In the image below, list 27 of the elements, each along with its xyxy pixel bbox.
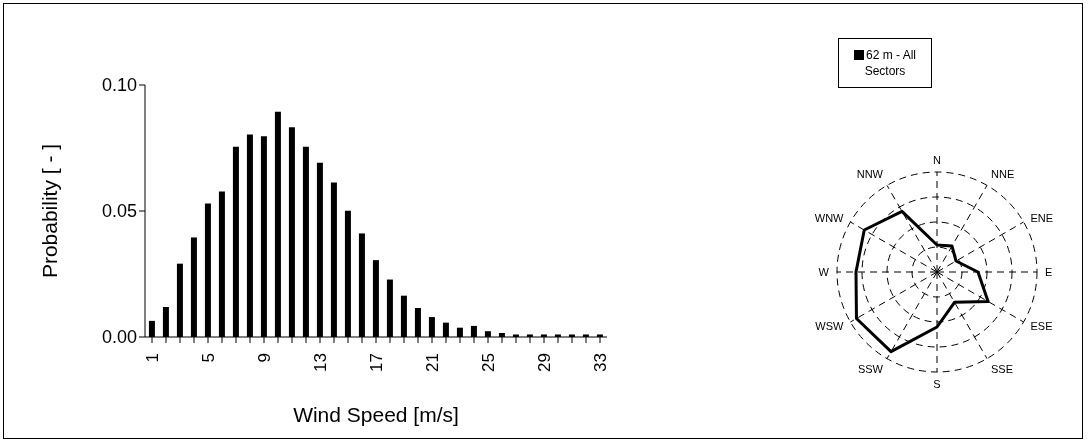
x-tick-label: 25 xyxy=(479,353,498,372)
y-axis-title: Probability [ - ] xyxy=(38,143,62,279)
spoke-label: SSW xyxy=(857,363,884,376)
spoke-label: S xyxy=(933,377,941,390)
spoke-label: NNE xyxy=(991,168,1015,181)
x-tick-label: 13 xyxy=(311,353,330,372)
spoke-label: ENE xyxy=(1030,211,1054,224)
x-tick-label: 29 xyxy=(535,353,554,372)
x-tick-label: 21 xyxy=(423,353,442,372)
x-tick-label: 1 xyxy=(143,353,162,363)
legend-label: 62 m - All Sectors xyxy=(863,47,917,79)
x-axis-title: Wind Speed [m/s] xyxy=(293,403,459,426)
spoke-label: NNW xyxy=(856,168,884,181)
spoke-label: SSE xyxy=(991,363,1014,376)
y-tick-label: 0.10 xyxy=(101,75,137,96)
x-tick-label: 17 xyxy=(367,353,386,372)
spoke-label: WNW xyxy=(814,211,845,224)
spoke-label: E xyxy=(1045,265,1053,278)
x-tick-label: 9 xyxy=(255,353,274,363)
y-tick-label: 0.05 xyxy=(101,201,137,222)
spoke-label: WSW xyxy=(815,319,845,332)
spoke-label: ESE xyxy=(1030,319,1053,332)
spoke-label: N xyxy=(933,154,942,166)
y-tick-label: 0.00 xyxy=(101,327,137,348)
spoke-label: W xyxy=(818,265,830,278)
x-tick-label: 5 xyxy=(199,353,218,363)
x-tick-label: 33 xyxy=(591,353,610,372)
